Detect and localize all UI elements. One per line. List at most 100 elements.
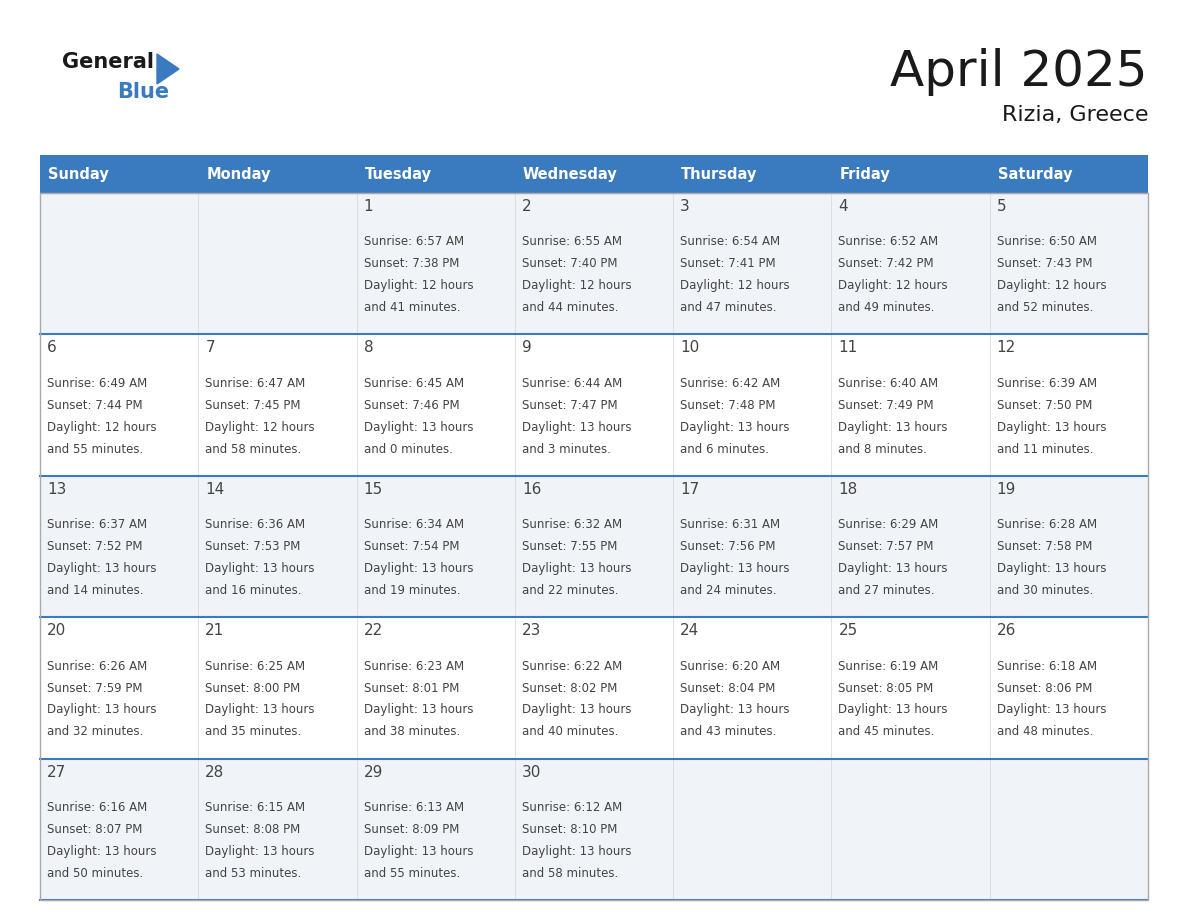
Text: and 48 minutes.: and 48 minutes.: [997, 725, 1093, 738]
Text: Sunset: 7:56 PM: Sunset: 7:56 PM: [681, 540, 776, 554]
Text: and 41 minutes.: and 41 minutes.: [364, 301, 460, 314]
Text: Sunrise: 6:52 AM: Sunrise: 6:52 AM: [839, 235, 939, 249]
Text: 23: 23: [522, 623, 542, 638]
Bar: [40, 193, 1148, 334]
Text: Sunset: 7:55 PM: Sunset: 7:55 PM: [522, 540, 618, 554]
Text: 3: 3: [681, 199, 690, 214]
Text: Daylight: 13 hours: Daylight: 13 hours: [997, 562, 1106, 575]
Text: 8: 8: [364, 341, 373, 355]
Text: and 3 minutes.: and 3 minutes.: [522, 442, 611, 455]
Text: Sunrise: 6:12 AM: Sunrise: 6:12 AM: [522, 801, 623, 814]
Text: and 43 minutes.: and 43 minutes.: [681, 725, 777, 738]
Text: Daylight: 13 hours: Daylight: 13 hours: [522, 703, 631, 716]
Text: Daylight: 12 hours: Daylight: 12 hours: [997, 279, 1106, 292]
Text: and 58 minutes.: and 58 minutes.: [206, 442, 302, 455]
Text: Daylight: 13 hours: Daylight: 13 hours: [522, 845, 631, 857]
Text: Sunset: 8:10 PM: Sunset: 8:10 PM: [522, 823, 618, 836]
Text: 14: 14: [206, 482, 225, 497]
Text: Sunset: 7:42 PM: Sunset: 7:42 PM: [839, 257, 934, 270]
Text: and 58 minutes.: and 58 minutes.: [522, 867, 618, 879]
Bar: [832, 155, 990, 193]
Text: Sunset: 7:48 PM: Sunset: 7:48 PM: [681, 398, 776, 412]
Text: Daylight: 13 hours: Daylight: 13 hours: [364, 845, 473, 857]
Polygon shape: [157, 54, 179, 84]
Text: Daylight: 13 hours: Daylight: 13 hours: [681, 703, 790, 716]
Text: 30: 30: [522, 765, 542, 779]
Text: Sunrise: 6:18 AM: Sunrise: 6:18 AM: [997, 660, 1097, 673]
Text: 6: 6: [48, 341, 57, 355]
Text: Blue: Blue: [116, 82, 169, 102]
Text: Sunset: 7:57 PM: Sunset: 7:57 PM: [839, 540, 934, 554]
Text: 18: 18: [839, 482, 858, 497]
Text: Daylight: 13 hours: Daylight: 13 hours: [364, 562, 473, 575]
Text: Daylight: 13 hours: Daylight: 13 hours: [364, 703, 473, 716]
Text: Thursday: Thursday: [681, 166, 758, 182]
Text: and 47 minutes.: and 47 minutes.: [681, 301, 777, 314]
Text: Sunrise: 6:55 AM: Sunrise: 6:55 AM: [522, 235, 621, 249]
Text: Daylight: 13 hours: Daylight: 13 hours: [522, 562, 631, 575]
Text: 19: 19: [997, 482, 1016, 497]
Text: Sunrise: 6:39 AM: Sunrise: 6:39 AM: [997, 376, 1097, 390]
Text: April 2025: April 2025: [891, 48, 1148, 96]
Text: Sunset: 7:47 PM: Sunset: 7:47 PM: [522, 398, 618, 412]
Text: Sunrise: 6:25 AM: Sunrise: 6:25 AM: [206, 660, 305, 673]
Text: and 8 minutes.: and 8 minutes.: [839, 442, 928, 455]
Text: and 19 minutes.: and 19 minutes.: [364, 584, 460, 597]
Text: and 27 minutes.: and 27 minutes.: [839, 584, 935, 597]
Text: 15: 15: [364, 482, 383, 497]
Text: 17: 17: [681, 482, 700, 497]
Text: Sunset: 8:08 PM: Sunset: 8:08 PM: [206, 823, 301, 836]
Text: Daylight: 13 hours: Daylight: 13 hours: [48, 703, 157, 716]
Text: Daylight: 13 hours: Daylight: 13 hours: [206, 845, 315, 857]
Bar: [356, 155, 514, 193]
Text: Sunset: 8:02 PM: Sunset: 8:02 PM: [522, 681, 618, 695]
Text: Monday: Monday: [207, 166, 271, 182]
Text: Sunrise: 6:47 AM: Sunrise: 6:47 AM: [206, 376, 305, 390]
Text: Daylight: 13 hours: Daylight: 13 hours: [839, 703, 948, 716]
Text: 2: 2: [522, 199, 531, 214]
Text: 13: 13: [48, 482, 67, 497]
Text: 28: 28: [206, 765, 225, 779]
Text: and 35 minutes.: and 35 minutes.: [206, 725, 302, 738]
Text: Sunset: 7:53 PM: Sunset: 7:53 PM: [206, 540, 301, 554]
Text: Sunrise: 6:29 AM: Sunrise: 6:29 AM: [839, 519, 939, 532]
Text: Sunrise: 6:13 AM: Sunrise: 6:13 AM: [364, 801, 463, 814]
Text: Sunrise: 6:57 AM: Sunrise: 6:57 AM: [364, 235, 463, 249]
Text: Sunrise: 6:42 AM: Sunrise: 6:42 AM: [681, 376, 781, 390]
Text: 1: 1: [364, 199, 373, 214]
Text: Sunset: 7:46 PM: Sunset: 7:46 PM: [364, 398, 460, 412]
Text: Daylight: 13 hours: Daylight: 13 hours: [839, 420, 948, 433]
Text: Sunset: 8:07 PM: Sunset: 8:07 PM: [48, 823, 143, 836]
Text: and 55 minutes.: and 55 minutes.: [364, 867, 460, 879]
Text: Sunrise: 6:22 AM: Sunrise: 6:22 AM: [522, 660, 623, 673]
Text: and 44 minutes.: and 44 minutes.: [522, 301, 619, 314]
Text: 27: 27: [48, 765, 67, 779]
Text: Sunset: 7:43 PM: Sunset: 7:43 PM: [997, 257, 1092, 270]
Text: and 49 minutes.: and 49 minutes.: [839, 301, 935, 314]
Text: Wednesday: Wednesday: [523, 166, 618, 182]
Text: and 52 minutes.: and 52 minutes.: [997, 301, 1093, 314]
Bar: [40, 334, 1148, 476]
Bar: [40, 155, 198, 193]
Text: and 14 minutes.: and 14 minutes.: [48, 584, 144, 597]
Text: Daylight: 13 hours: Daylight: 13 hours: [364, 420, 473, 433]
Text: Sunset: 7:38 PM: Sunset: 7:38 PM: [364, 257, 459, 270]
Text: Daylight: 13 hours: Daylight: 13 hours: [48, 845, 157, 857]
Text: and 30 minutes.: and 30 minutes.: [997, 584, 1093, 597]
Text: Sunset: 8:01 PM: Sunset: 8:01 PM: [364, 681, 459, 695]
Text: Sunrise: 6:26 AM: Sunrise: 6:26 AM: [48, 660, 147, 673]
Text: Sunrise: 6:15 AM: Sunrise: 6:15 AM: [206, 801, 305, 814]
Bar: [198, 155, 356, 193]
Bar: [514, 155, 674, 193]
Text: Daylight: 13 hours: Daylight: 13 hours: [839, 562, 948, 575]
Text: Daylight: 12 hours: Daylight: 12 hours: [364, 279, 473, 292]
Text: Sunrise: 6:31 AM: Sunrise: 6:31 AM: [681, 519, 781, 532]
Text: Sunrise: 6:49 AM: Sunrise: 6:49 AM: [48, 376, 147, 390]
Text: Sunset: 7:54 PM: Sunset: 7:54 PM: [364, 540, 459, 554]
Text: and 55 minutes.: and 55 minutes.: [48, 442, 144, 455]
Text: Daylight: 13 hours: Daylight: 13 hours: [522, 420, 631, 433]
Text: Sunset: 8:00 PM: Sunset: 8:00 PM: [206, 681, 301, 695]
Text: 21: 21: [206, 623, 225, 638]
Text: Sunrise: 6:32 AM: Sunrise: 6:32 AM: [522, 519, 623, 532]
Text: Sunrise: 6:54 AM: Sunrise: 6:54 AM: [681, 235, 781, 249]
